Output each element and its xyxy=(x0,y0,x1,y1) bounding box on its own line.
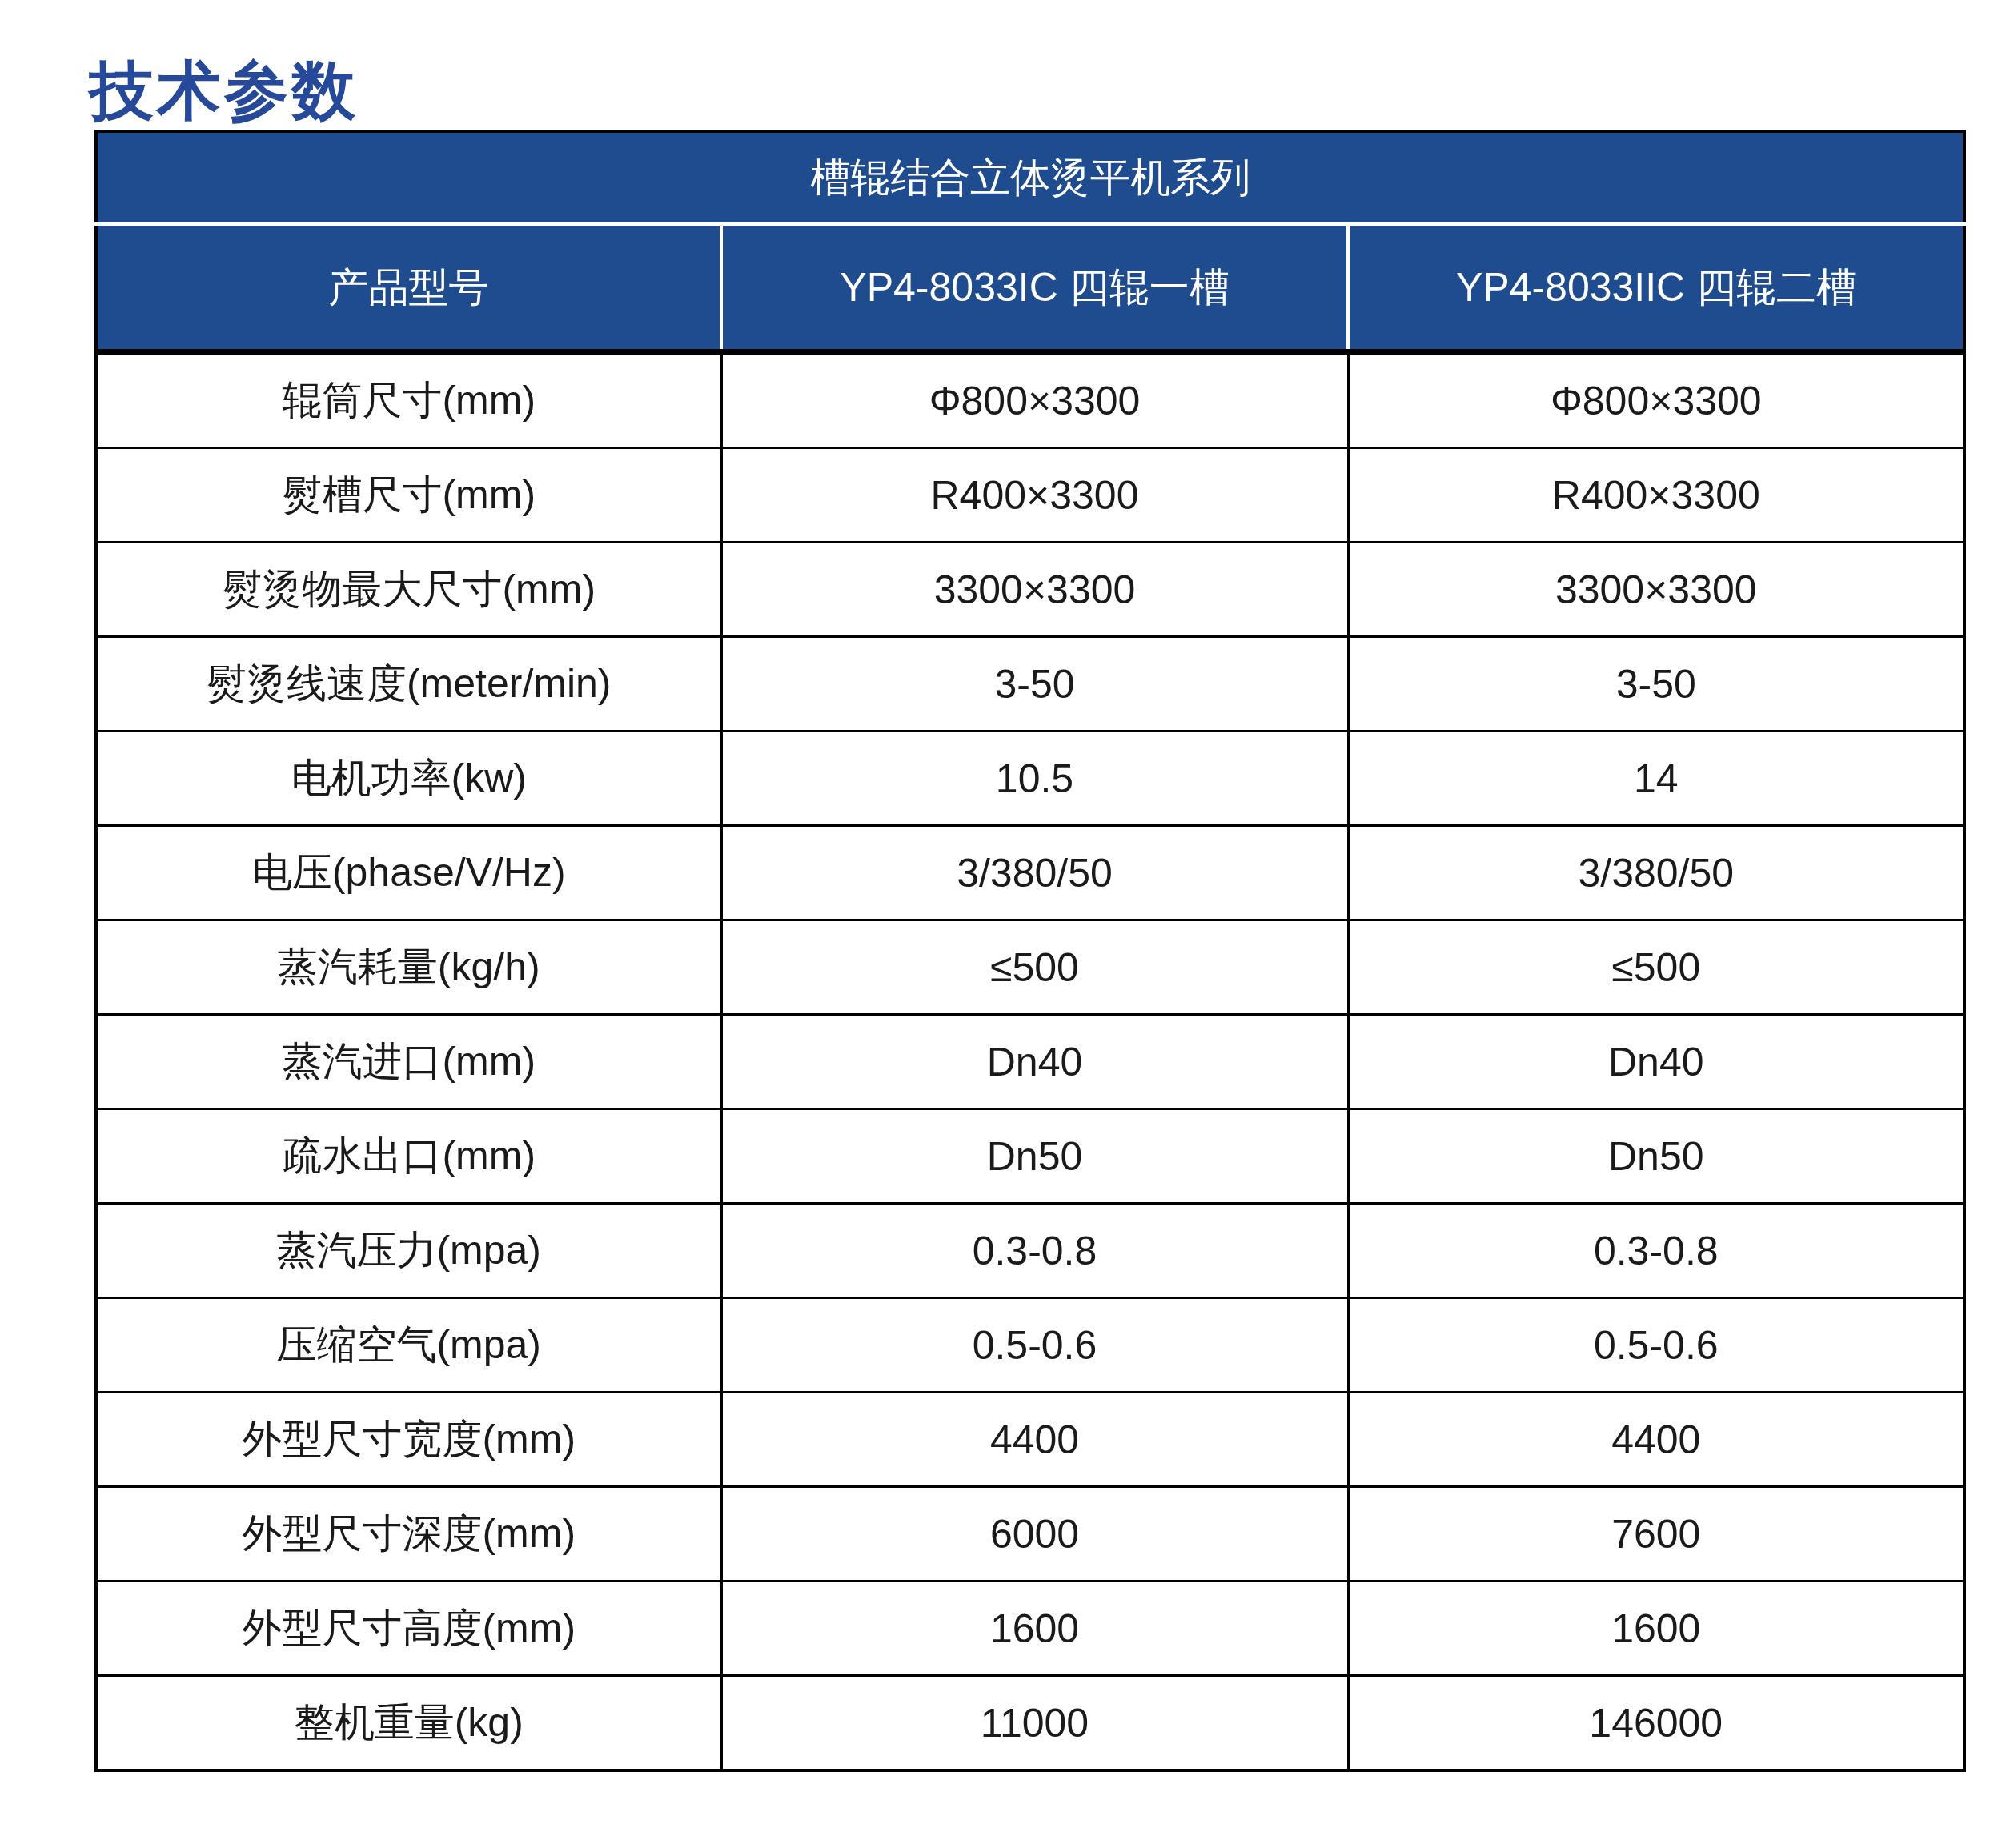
spec-label: 电机功率(kw) xyxy=(96,732,721,826)
table-row: 蒸汽压力(mpa)0.3-0.80.3-0.8 xyxy=(96,1204,1964,1298)
table-row: 疏水出口(mm)Dn50Dn50 xyxy=(96,1109,1964,1204)
spec-value-model-2: Dn40 xyxy=(1348,1015,1964,1109)
spec-value-model-1: 0.5-0.6 xyxy=(721,1298,1348,1393)
spec-table: 槽辊结合立体烫平机系列 产品型号 YP4-8033IC 四辊一槽 YP4-803… xyxy=(94,130,1966,1772)
spec-label: 蒸汽进口(mm) xyxy=(96,1015,721,1109)
spec-value-model-2: R400×3300 xyxy=(1348,448,1964,543)
spec-label: 蒸汽压力(mpa) xyxy=(96,1204,721,1298)
spec-value-model-1: 1600 xyxy=(721,1581,1348,1676)
table-row: 辊筒尺寸(mm)Φ800×3300Φ800×3300 xyxy=(96,352,1964,448)
table-row: 蒸汽进口(mm)Dn40Dn40 xyxy=(96,1015,1964,1109)
spec-value-model-1: Dn50 xyxy=(721,1109,1348,1204)
spec-value-model-1: 3-50 xyxy=(721,637,1348,732)
spec-value-model-1: 6000 xyxy=(721,1487,1348,1581)
spec-value-model-1: Φ800×3300 xyxy=(721,352,1348,448)
table-row: 外型尺寸深度(mm)60007600 xyxy=(96,1487,1964,1581)
spec-label: 外型尺寸高度(mm) xyxy=(96,1581,721,1676)
spec-label: 电压(phase/V/Hz) xyxy=(96,826,721,920)
table-row: 压缩空气(mpa)0.5-0.60.5-0.6 xyxy=(96,1298,1964,1393)
spec-table-body: 辊筒尺寸(mm)Φ800×3300Φ800×3300熨槽尺寸(mm)R400×3… xyxy=(96,352,1964,1771)
spec-value-model-1: Dn40 xyxy=(721,1015,1348,1109)
spec-value-model-2: 14 xyxy=(1348,732,1964,826)
spec-value-model-2: 3300×3300 xyxy=(1348,543,1964,637)
spec-value-model-1: 11000 xyxy=(721,1676,1348,1771)
spec-value-model-1: 10.5 xyxy=(721,732,1348,826)
spec-value-model-2: Φ800×3300 xyxy=(1348,352,1964,448)
spec-value-model-1: R400×3300 xyxy=(721,448,1348,543)
table-row: 蒸汽耗量(kg/h)≤500≤500 xyxy=(96,920,1964,1015)
column-header-model-2: YP4-8033IIC 四辊二槽 xyxy=(1348,224,1964,352)
table-row: 熨烫线速度(meter/min)3-503-50 xyxy=(96,637,1964,732)
series-title: 槽辊结合立体烫平机系列 xyxy=(96,131,1964,224)
spec-value-model-1: 3300×3300 xyxy=(721,543,1348,637)
model-header-row: 产品型号 YP4-8033IC 四辊一槽 YP4-8033IIC 四辊二槽 xyxy=(96,224,1964,352)
spec-value-model-2: 0.5-0.6 xyxy=(1348,1298,1964,1393)
spec-label: 外型尺寸深度(mm) xyxy=(96,1487,721,1581)
spec-label: 压缩空气(mpa) xyxy=(96,1298,721,1393)
spec-value-model-2: 3/380/50 xyxy=(1348,826,1964,920)
table-row: 熨槽尺寸(mm)R400×3300R400×3300 xyxy=(96,448,1964,543)
spec-value-model-2: 7600 xyxy=(1348,1487,1964,1581)
page-title: 技术参数 xyxy=(90,58,359,125)
spec-label: 整机重量(kg) xyxy=(96,1676,721,1771)
spec-value-model-2: 4400 xyxy=(1348,1393,1964,1487)
spec-table-header: 槽辊结合立体烫平机系列 产品型号 YP4-8033IC 四辊一槽 YP4-803… xyxy=(96,131,1964,352)
spec-label: 熨槽尺寸(mm) xyxy=(96,448,721,543)
series-title-row: 槽辊结合立体烫平机系列 xyxy=(96,131,1964,224)
spec-value-model-2: 1600 xyxy=(1348,1581,1964,1676)
spec-label: 熨烫物最大尺寸(mm) xyxy=(96,543,721,637)
spec-value-model-2: 146000 xyxy=(1348,1676,1964,1771)
table-row: 整机重量(kg)11000146000 xyxy=(96,1676,1964,1771)
spec-value-model-2: ≤500 xyxy=(1348,920,1964,1015)
spec-value-model-1: ≤500 xyxy=(721,920,1348,1015)
spec-value-model-2: Dn50 xyxy=(1348,1109,1964,1204)
table-row: 电压(phase/V/Hz)3/380/503/380/50 xyxy=(96,826,1964,920)
spec-value-model-1: 3/380/50 xyxy=(721,826,1348,920)
spec-value-model-1: 0.3-0.8 xyxy=(721,1204,1348,1298)
column-header-product-model: 产品型号 xyxy=(96,224,721,352)
column-header-model-1: YP4-8033IC 四辊一槽 xyxy=(721,224,1348,352)
spec-label: 疏水出口(mm) xyxy=(96,1109,721,1204)
spec-value-model-1: 4400 xyxy=(721,1393,1348,1487)
table-row: 外型尺寸宽度(mm)44004400 xyxy=(96,1393,1964,1487)
spec-value-model-2: 3-50 xyxy=(1348,637,1964,732)
table-row: 熨烫物最大尺寸(mm)3300×33003300×3300 xyxy=(96,543,1964,637)
table-row: 电机功率(kw)10.514 xyxy=(96,732,1964,826)
spec-label: 辊筒尺寸(mm) xyxy=(96,352,721,448)
spec-value-model-2: 0.3-0.8 xyxy=(1348,1204,1964,1298)
spec-label: 蒸汽耗量(kg/h) xyxy=(96,920,721,1015)
spec-label: 外型尺寸宽度(mm) xyxy=(96,1393,721,1487)
table-row: 外型尺寸高度(mm)16001600 xyxy=(96,1581,1964,1676)
spec-label: 熨烫线速度(meter/min) xyxy=(96,637,721,732)
